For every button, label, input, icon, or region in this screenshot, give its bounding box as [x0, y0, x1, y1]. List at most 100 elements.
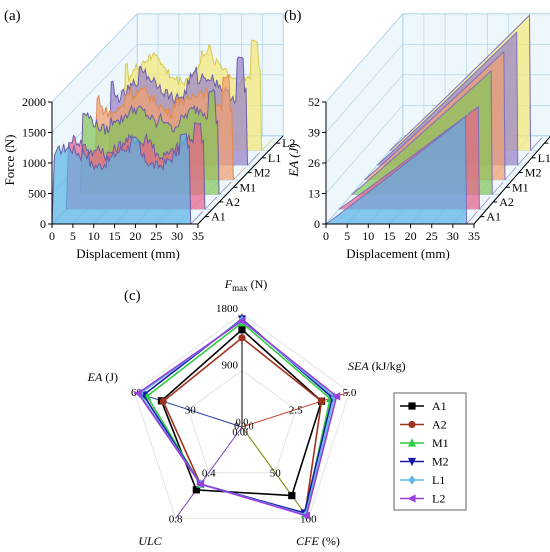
radar-axis-ulc: [175, 426, 243, 519]
radar-point-A2: [317, 397, 326, 405]
radar-zero-ulc: 0.0: [232, 428, 245, 439]
legend-label-M1: M1: [432, 436, 449, 450]
a-ztick-label: M2: [254, 166, 271, 180]
a-ytick-label: 1000: [22, 156, 46, 170]
panel-a-label: (a): [4, 8, 21, 24]
series-L1-side: [247, 152, 260, 166]
radar-tick-fmax: 1800: [216, 303, 239, 315]
radar-label-ulc: ULC: [138, 534, 162, 548]
b-xtick-label: 35: [468, 229, 480, 243]
a-xtick-label: 25: [150, 229, 162, 243]
series-A1-line: [325, 115, 468, 225]
b-ztick-label: M2: [525, 166, 542, 180]
b-xtick-label: 10: [362, 229, 374, 243]
a-ytick-label: 500: [28, 187, 46, 201]
radar-point-A2: [159, 397, 167, 405]
b-xtick-label: 0: [323, 229, 329, 243]
radar-point-L2: [195, 480, 205, 489]
a-xtick-label: 5: [70, 229, 76, 243]
b-ztick-label: L1: [538, 151, 550, 165]
series-M1-side: [491, 181, 504, 195]
series-L2-side: [261, 137, 275, 151]
a-xtick-label: 30: [171, 229, 183, 243]
series-M2-side: [504, 167, 517, 181]
radar-label-cfe: CFE (%): [296, 534, 340, 548]
panel-c-label: (c): [124, 288, 141, 304]
radar-axis-ea: [134, 391, 243, 428]
a-z-axis: [197, 135, 284, 225]
b-ztick-label: A2: [499, 195, 514, 209]
series-L1-line: [376, 31, 519, 166]
series-A2-side: [479, 196, 491, 210]
legend-label-L1: L1: [432, 473, 445, 487]
series-A2-line: [338, 105, 480, 210]
a-ztick-label: L1: [268, 151, 281, 165]
radar-tick-ulc: 0.8: [169, 513, 183, 525]
a-ytick-label: 0: [40, 217, 46, 231]
series-M1-line: [79, 88, 220, 195]
panel-b-xlabel: Displacement (mm): [346, 246, 450, 261]
legend-label-L2: L2: [432, 492, 445, 506]
radar-tick-sea: 5.0: [343, 387, 357, 399]
radar-zero-fmax: 0.0: [236, 417, 249, 428]
legend-label-A2: A2: [432, 418, 447, 432]
radar-point-A1: [288, 491, 296, 500]
panel-b-label: (b): [284, 8, 302, 24]
legend-marker-A2: [408, 420, 416, 429]
a-xtick-label: 35: [192, 229, 204, 243]
series-L1-side: [517, 152, 529, 166]
radar-label-fmax: Fmax (N): [224, 277, 268, 293]
legend-marker-L2: [407, 494, 416, 503]
b-ytick-label: 13: [308, 187, 320, 201]
radar-series-M2: [142, 317, 334, 514]
series-A1-side: [190, 211, 204, 225]
a-ztick-label: M1: [240, 180, 257, 194]
b-ytick-label: 26: [308, 156, 320, 170]
radar-label-sea: SEA (kJ/kg): [348, 359, 406, 373]
series-L2-side: [530, 137, 542, 151]
a-ztick-label: A2: [225, 195, 240, 209]
b-ytick-label: 0: [314, 217, 320, 231]
radar-point-L2: [237, 316, 246, 326]
radar-ring: [187, 369, 297, 474]
radar-point-A1: [238, 326, 246, 334]
series-M1-line: [351, 69, 493, 195]
radar-point-A1: [192, 486, 200, 494]
a-ytick-label: 1500: [22, 126, 46, 140]
radar-tick-cfe: 50: [270, 468, 282, 480]
series-A1-area: [52, 133, 191, 224]
a-xtick-label: 15: [109, 229, 121, 243]
radar-axis-cfe: [241, 426, 309, 519]
a-ytick-label: 2000: [22, 95, 46, 109]
legend-label-M2: M2: [432, 455, 449, 469]
b-ytick-label: 52: [308, 95, 320, 109]
legend-marker-M1: [407, 438, 417, 447]
b-ytick-label: 39: [308, 126, 320, 140]
radar-point-L2: [133, 389, 142, 398]
panel-b-ylabel: EA (J): [286, 143, 301, 177]
a-xtick-label: 10: [88, 229, 100, 243]
series-M2-side: [233, 167, 246, 181]
legend-label-A1: A1: [432, 399, 447, 413]
a-xtick-label: 0: [49, 229, 55, 243]
radar-tick-fmax: 900: [222, 360, 239, 372]
series-A1-side: [466, 211, 478, 225]
panel-a-ylabel: Force (N): [2, 135, 17, 186]
series-A1-line: [51, 133, 192, 225]
b-xtick-label: 20: [405, 229, 417, 243]
radar-zero-ea: 0: [234, 421, 239, 432]
a-ztick-label: A1: [211, 210, 226, 224]
radar-point-L2: [301, 511, 311, 520]
radar-series-A1: [160, 328, 323, 497]
radar-tick-sea: 2.5: [289, 405, 303, 417]
radar-legend-box: [393, 392, 467, 511]
radar-point-L2: [331, 392, 341, 401]
series-M1-side: [218, 181, 232, 195]
radar-point-A2: [238, 334, 246, 342]
series-L2-line: [389, 14, 532, 151]
radar-tick-ulc: 0.4: [202, 468, 216, 480]
b-ztick-label: M1: [512, 180, 529, 194]
b-xtick-label: 15: [383, 229, 395, 243]
legend-marker-M2: [407, 457, 417, 467]
